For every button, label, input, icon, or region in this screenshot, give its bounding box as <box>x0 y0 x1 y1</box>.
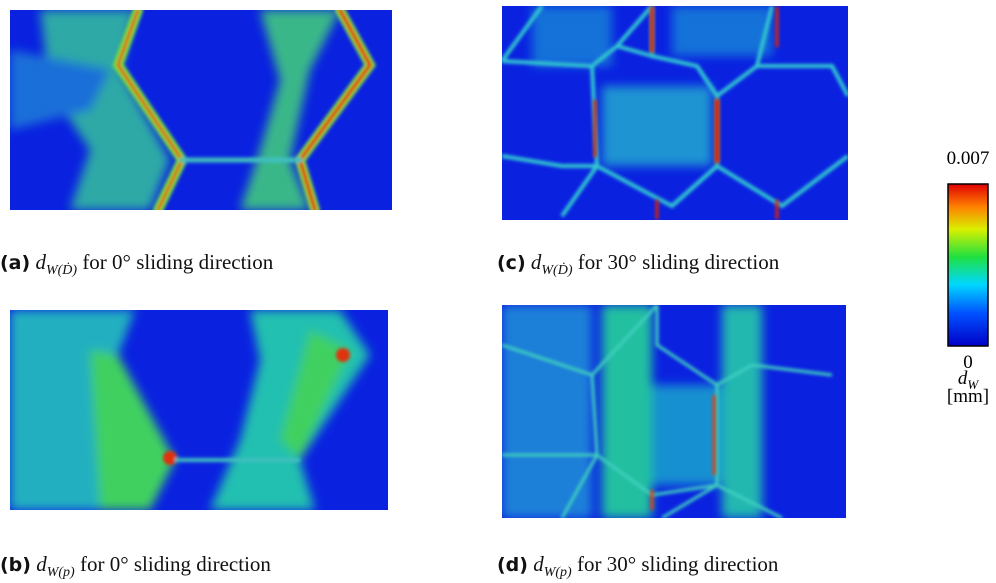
caption-label: (a) <box>0 252 30 274</box>
caption-symbol: d <box>531 250 542 274</box>
caption-label: (c) <box>497 252 526 274</box>
caption-text: for 0° sliding direction <box>80 552 271 576</box>
colorbar-max: 0.007 <box>938 148 996 170</box>
heatmap-a <box>10 10 392 210</box>
caption-text: for 30° sliding direction <box>578 250 779 274</box>
page: {"panels": [ {"label": "(a)", "symbol": … <box>0 0 996 583</box>
caption-subscript: W(Ḋ) <box>46 263 77 278</box>
caption-d: (d) dW(p) for 30° sliding direction <box>497 552 778 581</box>
heatmap-d <box>502 305 846 518</box>
caption-symbol: d <box>36 552 47 576</box>
caption-label: (d) <box>497 554 528 576</box>
caption-symbol: d <box>35 250 46 274</box>
heatmap-c <box>502 6 848 220</box>
caption-symbol: d <box>533 552 544 576</box>
caption-text: for 0° sliding direction <box>82 250 273 274</box>
caption-text: for 30° sliding direction <box>577 552 778 576</box>
caption-subscript: W(p) <box>47 565 75 580</box>
caption-label: (b) <box>0 554 31 576</box>
colorbar-unit: [mm] <box>938 386 996 408</box>
caption-a: (a) dW(Ḋ) for 0° sliding direction <box>0 250 273 279</box>
caption-subscript: W(Ḋ) <box>541 263 572 278</box>
colorbar <box>946 182 990 348</box>
caption-c: (c) dW(Ḋ) for 30° sliding direction <box>497 250 779 279</box>
caption-subscript: W(p) <box>544 565 572 580</box>
heatmap-b <box>10 310 388 510</box>
caption-b: (b) dW(p) for 0° sliding direction <box>0 552 271 581</box>
